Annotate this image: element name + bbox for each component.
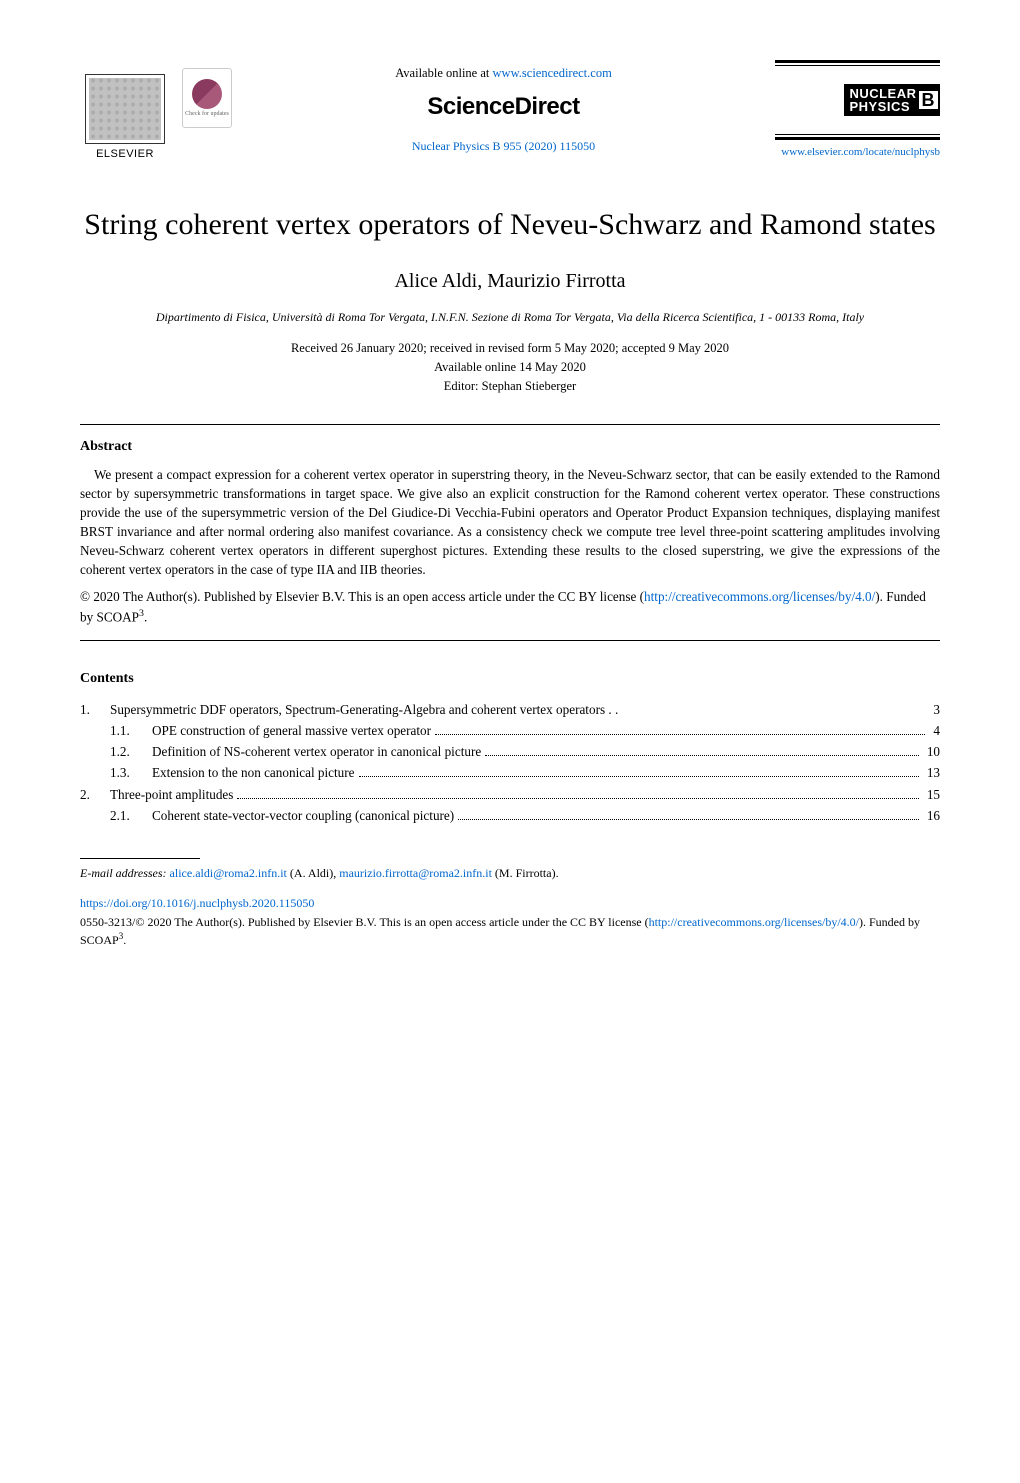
np-b: B [919,91,939,109]
available-online-prefix: Available online at [395,66,492,80]
copyright-end: . [144,609,147,624]
toc-num: 1. [80,699,110,720]
toc-row[interactable]: 1.1.OPE construction of general massive … [80,720,940,741]
sciencedirect-brand: ScienceDirect [232,93,775,121]
article-title: String coherent vertex operators of Neve… [80,206,940,244]
toc-dots [458,819,919,820]
toc-title: Definition of NS-coherent vertex operato… [152,741,481,762]
elsevier-tree-icon [85,74,165,144]
author-email-2[interactable]: maurizio.firrotta@roma2.infn.it [339,866,492,880]
issn-pre: 0550-3213/© 2020 The Author(s). Publishe… [80,915,649,929]
publication-dates: Received 26 January 2020; received in re… [80,339,940,395]
email-footnote: E-mail addresses: alice.aldi@roma2.infn.… [80,865,940,882]
authors: Alice Aldi, Maurizio Firrotta [80,270,940,293]
received-date: Received 26 January 2020; received in re… [80,339,940,358]
elsevier-text: ELSEVIER [96,148,154,160]
nuclear-physics-logo: NUCLEAR PHYSICS B [844,84,940,116]
toc-title: Supersymmetric DDF operators, Spectrum-G… [110,699,618,720]
editor: Editor: Stephan Stieberger [80,377,940,396]
cc-license-link-footer[interactable]: http://creativecommons.org/licenses/by/4… [649,915,859,929]
abstract-copyright: © 2020 The Author(s). Published by Elsev… [80,587,940,626]
contents-heading: Contents [80,671,940,687]
toc-row[interactable]: 1.3.Extension to the non canonical pictu… [80,762,940,783]
toc-dots [435,734,925,735]
toc-row[interactable]: 1.Supersymmetric DDF operators, Spectrum… [80,699,940,720]
author-email-1[interactable]: alice.aldi@roma2.infn.it [170,866,287,880]
toc-num: 2. [80,784,110,805]
toc-title: Coherent state-vector-vector coupling (c… [152,805,454,826]
toc-row[interactable]: 2.1.Coherent state-vector-vector couplin… [80,805,940,826]
toc-row[interactable]: 2.Three-point amplitudes 15 [80,784,940,805]
toc-page: 13 [923,762,940,783]
toc-dots [237,798,918,799]
affiliation: Dipartimento di Fisica, Università di Ro… [80,309,940,326]
toc-subnum: 1.2. [110,741,152,762]
available-online: Available online at www.sciencedirect.co… [232,66,775,81]
toc-subnum: 1.3. [110,762,152,783]
check-updates-badge[interactable]: Check for updates [182,68,232,128]
toc-subnum: 2.1. [110,805,152,826]
abstract-body: We present a compact expression for a co… [80,465,940,580]
rule-bot [775,134,940,140]
rule-top [775,60,940,66]
toc-dots [359,776,919,777]
toc-title: OPE construction of general massive vert… [152,720,431,741]
cc-license-link[interactable]: http://creativecommons.org/licenses/by/4… [644,589,875,604]
toc-page: 10 [923,741,940,762]
divider [80,424,940,425]
abstract-heading: Abstract [80,439,940,455]
sciencedirect-link[interactable]: www.sciencedirect.com [493,66,612,80]
np-line2: PHYSICS [849,100,916,113]
journal-citation-link[interactable]: Nuclear Physics B 955 (2020) 115050 [232,139,775,154]
header-center: Available online at www.sciencedirect.co… [232,60,775,154]
toc-page: 4 [929,720,940,741]
author-name-1: (A. Aldi), [287,866,339,880]
journal-homepage-link[interactable]: www.elsevier.com/locate/nuclphysb [781,146,940,158]
doi-link[interactable]: https://doi.org/10.1016/j.nuclphysb.2020… [80,896,940,911]
toc-subnum: 1.1. [110,720,152,741]
np-text: NUCLEAR PHYSICS [849,87,916,113]
table-of-contents: 1.Supersymmetric DDF operators, Spectrum… [80,699,940,826]
toc-row[interactable]: 1.2.Definition of NS-coherent vertex ope… [80,741,940,762]
divider [80,640,940,641]
toc-page: 3 [929,699,940,720]
copyright-footer: 0550-3213/© 2020 The Author(s). Publishe… [80,914,940,950]
journal-header: ELSEVIER Check for updates Available onl… [80,60,940,160]
abstract-text: We present a compact expression for a co… [80,467,940,578]
author-name-2: (M. Firrotta). [492,866,559,880]
check-updates-icon [192,79,222,109]
copyright-pre: © 2020 The Author(s). Published by Elsev… [80,589,644,604]
header-left: ELSEVIER Check for updates [80,60,232,160]
toc-page: 15 [923,784,940,805]
toc-dots [485,755,919,756]
check-updates-label: Check for updates [185,111,229,118]
footnote-rule [80,858,200,859]
toc-title: Extension to the non canonical picture [152,762,355,783]
header-right: NUCLEAR PHYSICS B www.elsevier.com/locat… [775,60,940,158]
elsevier-logo: ELSEVIER [80,60,170,160]
online-date: Available online 14 May 2020 [80,358,940,377]
toc-title: Three-point amplitudes [110,784,233,805]
toc-page: 16 [923,805,940,826]
issn-end: . [123,933,126,947]
footnote-label: E-mail addresses: [80,866,170,880]
